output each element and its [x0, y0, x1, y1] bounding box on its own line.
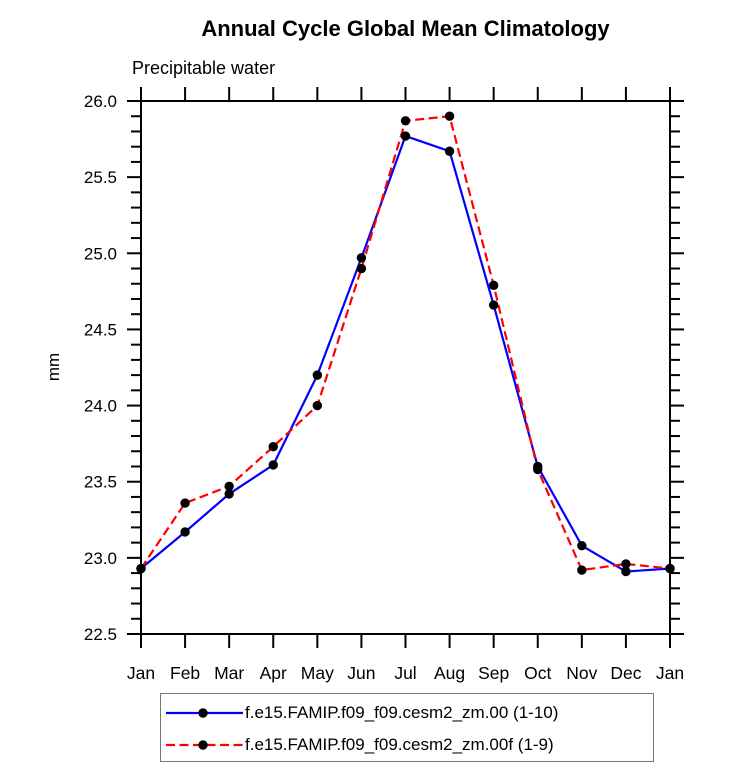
- chart-title: Annual Cycle Global Mean Climatology: [201, 16, 610, 41]
- y-tick-label: 25.0: [84, 244, 117, 263]
- legend-marker: [198, 708, 208, 718]
- x-tick-label: Mar: [214, 663, 244, 683]
- data-point-marker: [621, 559, 631, 569]
- data-point-marker: [400, 116, 411, 126]
- legend-entry-series1: f.e15.FAMIP.f09_f09.cesm2_zm.00 (1-10): [166, 697, 558, 729]
- data-point-marker: [621, 566, 631, 577]
- x-tick-label: Feb: [170, 663, 200, 683]
- legend-marker: [198, 740, 208, 750]
- data-point-marker: [444, 111, 455, 121]
- data-point-marker: [136, 563, 146, 574]
- data-point-marker: [312, 370, 323, 380]
- data-point-marker: [312, 400, 323, 411]
- data-point-marker: [268, 441, 278, 452]
- data-point-marker: [356, 263, 367, 274]
- data-point-marker: [224, 481, 234, 491]
- data-point-marker: [533, 464, 543, 475]
- data-point-marker: [180, 498, 190, 508]
- y-tick-label: 26.0: [84, 92, 117, 111]
- data-point-marker: [400, 131, 411, 141]
- data-point-marker: [268, 460, 278, 470]
- legend-swatch-solid-line-icon: [166, 708, 243, 718]
- legend-entry-series2: f.e15.FAMIP.f09_f09.cesm2_zm.00f (1-9): [166, 729, 554, 761]
- x-tick-label: Jan: [127, 663, 155, 683]
- series-line-0: [140, 134, 671, 573]
- y-tick-label: 24.5: [84, 320, 117, 339]
- data-point-marker: [444, 146, 455, 156]
- chart-subtitle: Precipitable water: [132, 58, 276, 78]
- x-tick-label: Oct: [524, 663, 551, 683]
- data-point-marker: [488, 300, 499, 310]
- data-point-marker: [577, 540, 587, 551]
- x-tick-label: Dec: [610, 663, 641, 683]
- legend-label: f.e15.FAMIP.f09_f09.cesm2_zm.00f (1-9): [245, 735, 554, 754]
- x-tick-label: Jul: [394, 663, 416, 683]
- data-point-marker: [488, 280, 499, 290]
- x-tick-label: Sep: [478, 663, 509, 683]
- y-tick-label: 23.5: [84, 473, 117, 492]
- data-point-marker: [577, 565, 587, 575]
- y-tick-label: 23.0: [84, 549, 117, 568]
- legend: f.e15.FAMIP.f09_f09.cesm2_zm.00 (1-10) f…: [160, 693, 654, 762]
- y-tick-label: 24.0: [84, 397, 117, 416]
- data-point-marker: [180, 527, 190, 537]
- x-tick-label: Apr: [260, 663, 287, 683]
- y-tick-label: 25.5: [84, 168, 117, 187]
- x-tick-label: Jun: [347, 663, 375, 683]
- legend-swatch-dashed-line-icon: [166, 740, 243, 750]
- x-tick-label: May: [301, 663, 334, 683]
- data-point-marker: [224, 489, 234, 499]
- legend-label: f.e15.FAMIP.f09_f09.cesm2_zm.00 (1-10): [245, 703, 559, 722]
- y-tick-label: 22.5: [84, 625, 117, 644]
- x-tick-label: Jan: [656, 663, 684, 683]
- x-tick-label: Aug: [434, 663, 465, 683]
- data-point-marker: [665, 563, 675, 574]
- data-point-marker: [356, 253, 367, 263]
- x-tick-label: Nov: [566, 663, 597, 683]
- plot-frame: [140, 100, 671, 635]
